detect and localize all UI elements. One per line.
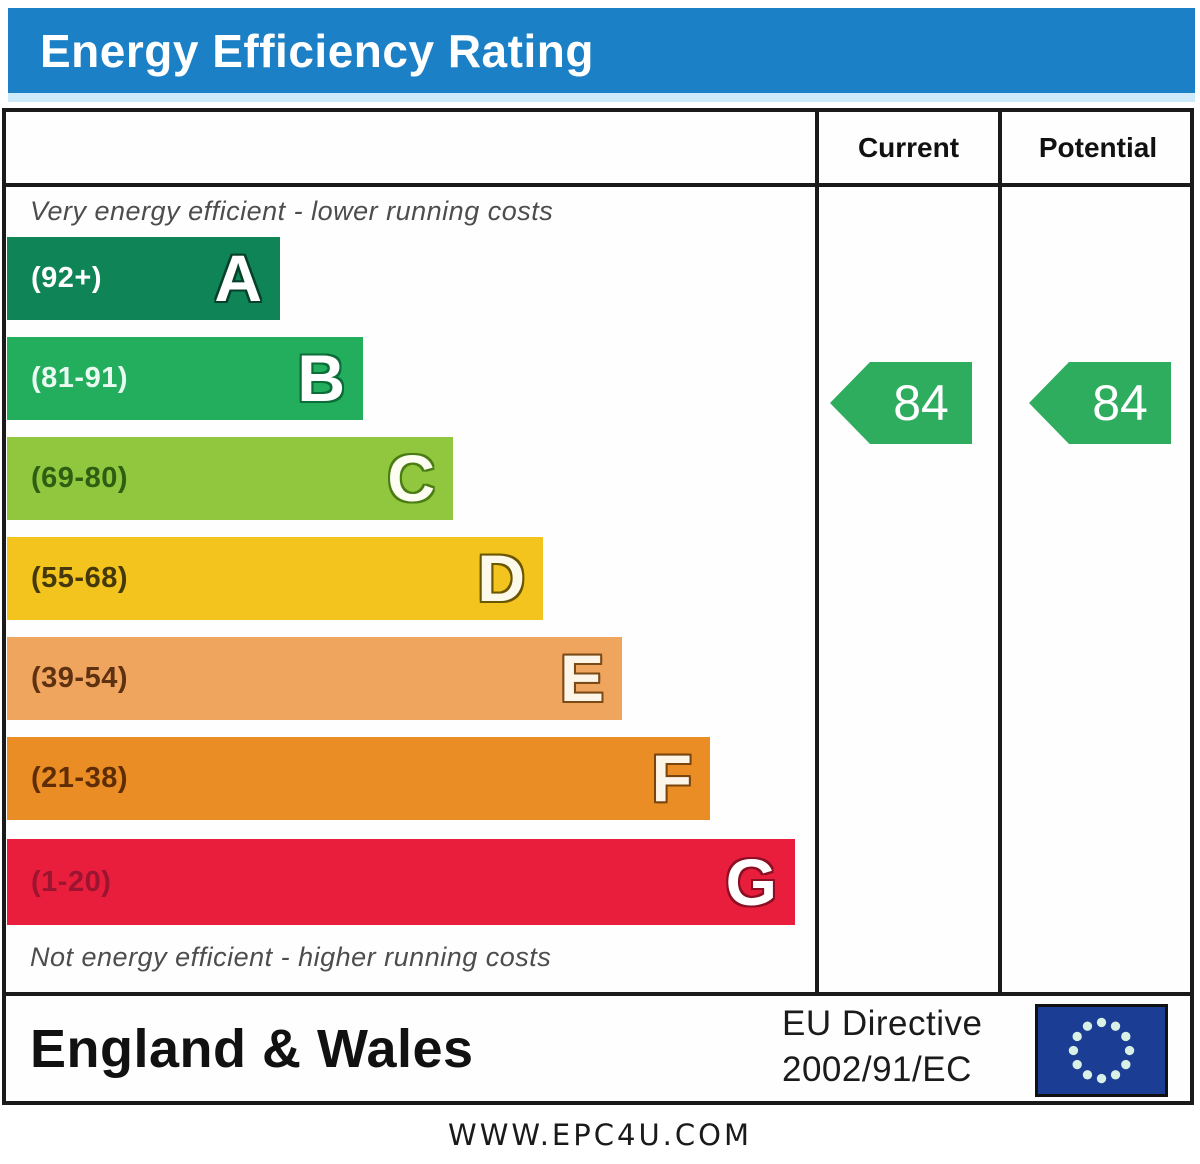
current-column-header: Current: [857, 131, 960, 163]
website-url: WWW.EPC4U.COM: [448, 1118, 752, 1152]
top-efficiency-note: Very energy efficient - lower running co…: [30, 196, 554, 226]
band-c: (69-80) C: [7, 437, 453, 520]
potential-rating-value: 84: [1092, 375, 1148, 431]
band-a-letter: A: [214, 241, 262, 315]
potential-column-header: Potential: [1038, 131, 1158, 163]
band-g-letter: G: [725, 844, 777, 919]
band-d-range: (55-68): [31, 562, 128, 594]
band-c-letter: C: [387, 441, 435, 515]
potential-column-divider: [998, 108, 1002, 992]
band-a: (92+) A: [7, 237, 280, 320]
band-a-range: (92+): [31, 262, 103, 294]
band-f-letter: F: [651, 741, 692, 815]
band-e: (39-54) E: [7, 637, 622, 720]
potential-rating-arrow: 84: [1029, 362, 1171, 444]
band-c-range: (69-80): [31, 462, 128, 494]
eu-directive-line2: 2002/91/EC: [782, 1049, 972, 1089]
band-g-range: (1-20): [31, 865, 112, 898]
band-b-range: (81-91): [31, 362, 128, 394]
band-b: (81-91) B: [7, 337, 363, 420]
bottom-efficiency-note: Not energy efficient - higher running co…: [30, 942, 552, 972]
title-bar: Energy Efficiency Rating: [8, 8, 1195, 93]
band-b-letter: B: [297, 341, 345, 415]
left-arrow-icon: [830, 362, 972, 444]
eu-flag-stars: [1068, 1017, 1135, 1084]
band-d-letter: D: [477, 541, 525, 615]
band-g: (1-20) G: [7, 839, 795, 925]
current-rating-value: 84: [893, 375, 949, 431]
current-column-divider: [815, 108, 819, 992]
eu-directive-line1: EU Directive: [782, 1004, 983, 1043]
left-arrow-icon: [1029, 362, 1171, 444]
title-bar-strip: [8, 93, 1195, 102]
band-e-letter: E: [559, 641, 604, 715]
current-rating-arrow: 84: [830, 362, 972, 444]
page-title: Energy Efficiency Rating: [40, 24, 594, 77]
eu-flag-icon: [1035, 1004, 1168, 1097]
header-row-divider: [2, 183, 1194, 187]
band-f-range: (21-38): [31, 762, 128, 794]
region-label: England & Wales: [30, 1018, 474, 1079]
eu-directive-label: EU Directive 2002/91/EC: [782, 1001, 982, 1092]
band-f: (21-38) F: [7, 737, 710, 820]
band-e-range: (39-54): [31, 662, 128, 694]
band-d: (55-68) D: [7, 537, 543, 620]
footer-box: [2, 992, 1194, 1105]
